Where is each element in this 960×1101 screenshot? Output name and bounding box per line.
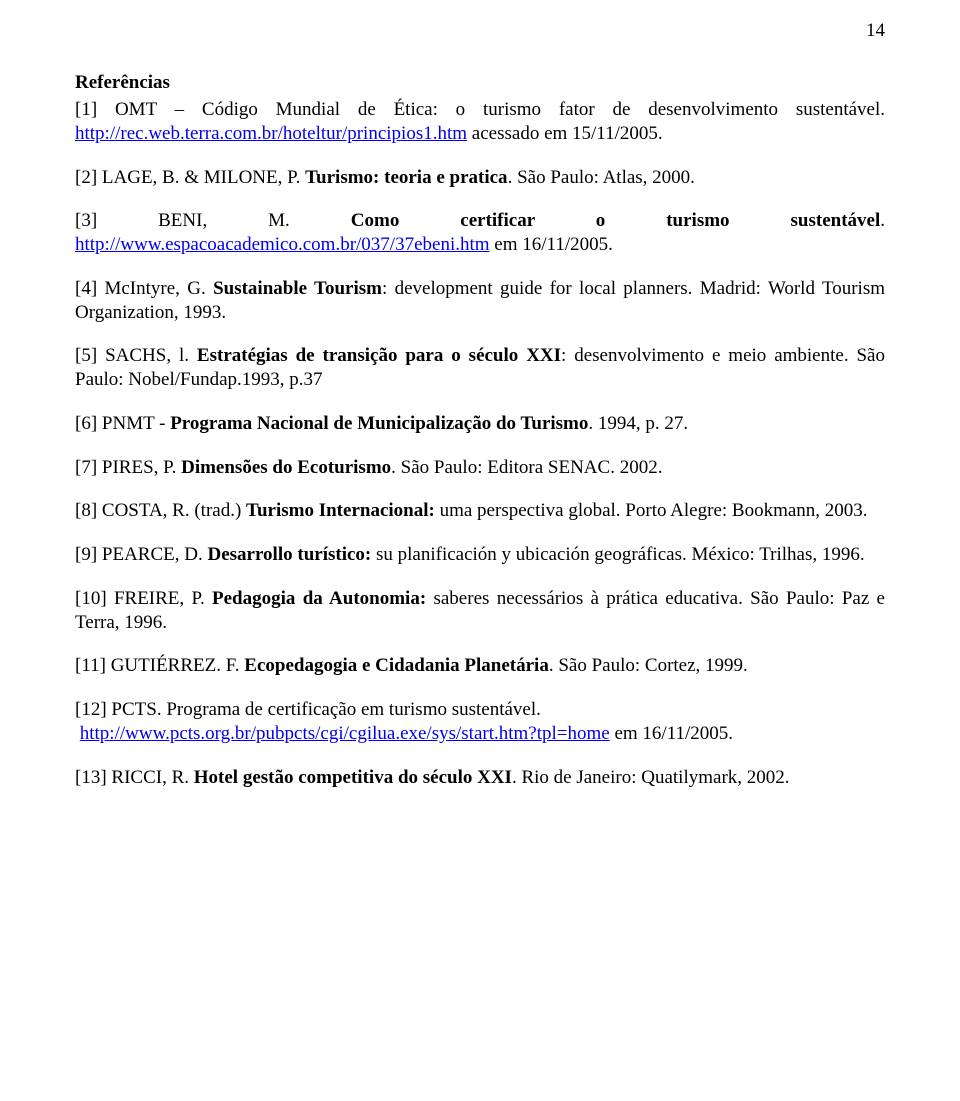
ref-title: Hotel gestão competitiva do século XXI <box>194 767 512 788</box>
ref-text: [3] BENI, M. <box>75 210 351 231</box>
page-container: 14 Referências [1] OMT – Código Mundial … <box>0 0 960 1101</box>
ref-text: [12] PCTS. Programa de certificação em t… <box>75 699 541 720</box>
ref-title: Turismo Internacional: <box>246 500 435 521</box>
ref-text: [8] COSTA, R. (trad.) <box>75 500 246 521</box>
ref-text: [1] OMT – Código Mundial de Ética: o tur… <box>75 99 885 120</box>
ref-title: Programa Nacional de Municipalização do … <box>170 413 588 434</box>
ref-text: . São Paulo: Editora SENAC. 2002. <box>391 457 662 478</box>
ref-text: [4] McIntyre, G. <box>75 278 213 299</box>
ref-text: [5] SACHS, l. <box>75 345 197 366</box>
ref-title: Pedagogia da Autonomia: <box>212 588 426 609</box>
reference-8: [8] COSTA, R. (trad.) Turismo Internacio… <box>75 499 885 523</box>
ref-text: acessado em 15/11/2005. <box>467 123 663 144</box>
ref-text: . Rio de Janeiro: Quatilymark, 2002. <box>512 767 790 788</box>
ref-text: [11] GUTIÉRREZ. F. <box>75 655 244 676</box>
ref-title: Turismo: teoria e pratica <box>305 167 507 188</box>
ref-text: [6] PNMT - <box>75 413 170 434</box>
ref-text: [2] LAGE, B. & MILONE, P. <box>75 167 305 188</box>
ref-text: [10] FREIRE, P. <box>75 588 212 609</box>
ref-text: su planificación y ubicación geográficas… <box>371 544 864 565</box>
ref-text: em 16/11/2005. <box>610 723 733 744</box>
reference-4: [4] McIntyre, G. Sustainable Tourism: de… <box>75 277 885 325</box>
reference-2: [2] LAGE, B. & MILONE, P. Turismo: teori… <box>75 166 885 190</box>
reference-11: [11] GUTIÉRREZ. F. Ecopedagogia e Cidada… <box>75 654 885 678</box>
reference-10: [10] FREIRE, P. Pedagogia da Autonomia: … <box>75 587 885 635</box>
reference-12: [12] PCTS. Programa de certificação em t… <box>75 698 885 746</box>
reference-1: [1] OMT – Código Mundial de Ética: o tur… <box>75 98 885 146</box>
section-title: Referências <box>75 72 885 94</box>
ref-title: Como certificar o turismo sustentável <box>351 210 880 231</box>
ref-title: Desarrollo turístico: <box>207 544 371 565</box>
ref-text: [7] PIRES, P. <box>75 457 181 478</box>
ref-text: [13] RICCI, R. <box>75 767 194 788</box>
reference-9: [9] PEARCE, D. Desarrollo turístico: su … <box>75 543 885 567</box>
ref-link[interactable]: http://www.pcts.org.br/pubpcts/cgi/cgilu… <box>80 723 610 744</box>
ref-text: . <box>880 210 885 231</box>
reference-13: [13] RICCI, R. Hotel gestão competitiva … <box>75 766 885 790</box>
page-number: 14 <box>75 20 885 42</box>
ref-link[interactable]: http://rec.web.terra.com.br/hoteltur/pri… <box>75 123 467 144</box>
ref-title: Estratégias de transição para o século X… <box>197 345 561 366</box>
reference-6: [6] PNMT - Programa Nacional de Municipa… <box>75 412 885 436</box>
ref-link[interactable]: http://www.espacoacademico.com.br/037/37… <box>75 234 490 255</box>
ref-title: Ecopedagogia e Cidadania Planetária <box>244 655 549 676</box>
reference-3: [3] BENI, M. Como certificar o turismo s… <box>75 209 885 257</box>
ref-title: Dimensões do Ecoturismo <box>181 457 391 478</box>
ref-text: uma perspectiva global. Porto Alegre: Bo… <box>435 500 868 521</box>
reference-7: [7] PIRES, P. Dimensões do Ecoturismo. S… <box>75 456 885 480</box>
reference-5: [5] SACHS, l. Estratégias de transição p… <box>75 344 885 392</box>
ref-text: . 1994, p. 27. <box>588 413 688 434</box>
ref-text: [9] PEARCE, D. <box>75 544 207 565</box>
ref-text: . São Paulo: Cortez, 1999. <box>549 655 748 676</box>
ref-text: em 16/11/2005. <box>490 234 613 255</box>
ref-text: . São Paulo: Atlas, 2000. <box>508 167 695 188</box>
ref-title: Sustainable Tourism <box>213 278 382 299</box>
